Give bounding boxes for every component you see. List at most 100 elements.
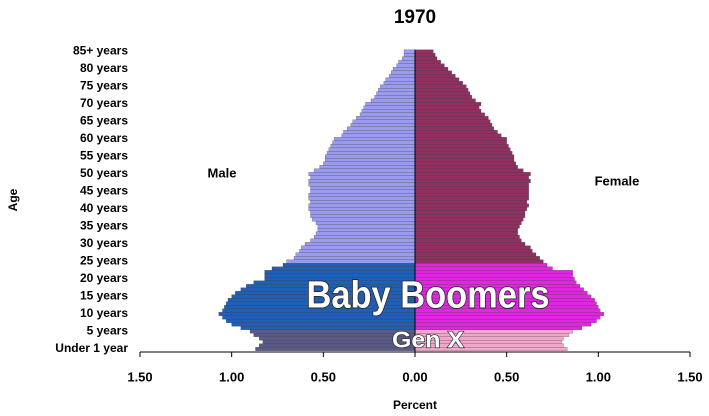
bar bbox=[414, 126, 495, 131]
bar bbox=[271, 266, 416, 271]
y-tick-label: 15 years bbox=[80, 289, 128, 303]
bar bbox=[414, 231, 518, 236]
y-tick-label: 25 years bbox=[80, 254, 128, 268]
y-tick-label: 40 years bbox=[80, 201, 128, 215]
bar bbox=[414, 74, 456, 78]
bar bbox=[310, 189, 416, 194]
bar bbox=[414, 256, 540, 260]
bar bbox=[396, 63, 416, 68]
bar bbox=[414, 119, 491, 124]
bar bbox=[370, 98, 416, 103]
bar bbox=[350, 123, 416, 127]
bar bbox=[356, 116, 416, 120]
bar bbox=[414, 67, 449, 71]
y-tick-label: 20 years bbox=[80, 271, 128, 285]
y-tick-label: 45 years bbox=[80, 184, 128, 198]
x-tick-label: 0.50 bbox=[311, 369, 336, 384]
bar bbox=[414, 158, 515, 162]
bar bbox=[313, 168, 416, 173]
bar bbox=[379, 84, 416, 89]
bar bbox=[383, 81, 416, 85]
bar bbox=[414, 200, 528, 204]
bar bbox=[414, 214, 526, 218]
bar bbox=[414, 259, 544, 264]
bar bbox=[330, 144, 416, 148]
bar bbox=[414, 193, 529, 197]
bar bbox=[403, 53, 416, 57]
bar bbox=[398, 60, 416, 64]
bar bbox=[324, 158, 416, 162]
bar bbox=[414, 123, 493, 127]
bar bbox=[414, 84, 467, 89]
chart-title: 1970 bbox=[394, 7, 436, 28]
bar bbox=[414, 165, 518, 169]
bar bbox=[308, 203, 416, 208]
bar bbox=[282, 263, 416, 267]
bar bbox=[401, 56, 416, 61]
bar bbox=[414, 238, 522, 243]
bar bbox=[414, 228, 518, 232]
bar bbox=[378, 88, 416, 92]
bar bbox=[414, 235, 520, 239]
bar bbox=[352, 119, 416, 124]
y-tick-label: 35 years bbox=[80, 219, 128, 233]
bar bbox=[390, 70, 416, 75]
bar bbox=[414, 133, 502, 138]
bar bbox=[414, 137, 507, 141]
bar bbox=[414, 210, 526, 215]
x-tick-label: 1.50 bbox=[127, 369, 152, 384]
bar bbox=[414, 70, 452, 75]
bar bbox=[308, 172, 416, 176]
bar bbox=[414, 175, 529, 180]
bar bbox=[304, 242, 416, 246]
bar bbox=[301, 245, 416, 250]
bar bbox=[312, 217, 416, 222]
bar bbox=[414, 207, 528, 211]
bar bbox=[293, 256, 416, 260]
series-label: Female bbox=[595, 173, 640, 188]
bar bbox=[414, 60, 441, 64]
bar bbox=[414, 186, 529, 190]
bar bbox=[359, 112, 416, 117]
bar bbox=[365, 102, 416, 106]
bar bbox=[414, 161, 517, 166]
bar bbox=[317, 224, 416, 229]
bar bbox=[414, 203, 529, 208]
bar bbox=[308, 196, 416, 201]
y-tick-label: 60 years bbox=[80, 131, 128, 145]
bar bbox=[414, 56, 438, 61]
bar bbox=[414, 144, 509, 148]
bar bbox=[389, 74, 416, 78]
bar bbox=[310, 238, 416, 243]
bar bbox=[225, 319, 416, 323]
bar bbox=[414, 102, 482, 106]
bar bbox=[414, 116, 489, 120]
y-tick-label: 50 years bbox=[80, 166, 128, 180]
bar bbox=[374, 95, 416, 99]
bar bbox=[414, 130, 498, 134]
bar bbox=[414, 189, 529, 194]
bar bbox=[414, 49, 434, 54]
bar bbox=[308, 182, 416, 187]
bar bbox=[299, 249, 416, 253]
bar bbox=[253, 333, 416, 337]
y-tick-label: 55 years bbox=[80, 149, 128, 163]
y-tick-label: 65 years bbox=[80, 114, 128, 128]
bar bbox=[414, 81, 463, 85]
bar bbox=[414, 63, 445, 68]
bar bbox=[414, 319, 597, 323]
bar bbox=[310, 186, 416, 190]
bar bbox=[315, 221, 416, 225]
y-axis-label: Age bbox=[6, 188, 20, 211]
bar bbox=[414, 249, 533, 253]
bar bbox=[414, 266, 553, 271]
generation-label: Gen X bbox=[392, 326, 465, 352]
bar bbox=[414, 179, 531, 183]
bar bbox=[249, 329, 416, 334]
bar bbox=[363, 105, 416, 110]
series-label: Male bbox=[208, 165, 237, 180]
bar bbox=[392, 67, 416, 71]
bar bbox=[295, 252, 416, 257]
bar bbox=[414, 154, 515, 159]
